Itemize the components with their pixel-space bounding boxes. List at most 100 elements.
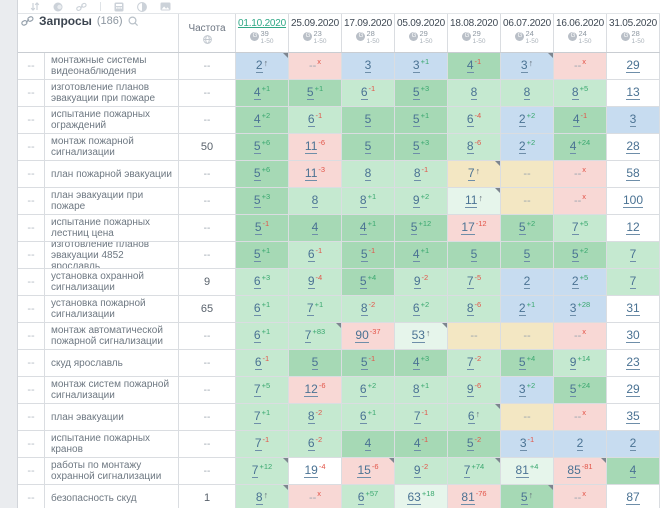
position-link[interactable]: 17 xyxy=(461,220,475,235)
position-link[interactable]: 4 xyxy=(253,85,261,100)
position-link[interactable]: 5 xyxy=(254,220,262,235)
position-link[interactable]: 6 xyxy=(307,436,315,451)
date-label[interactable]: 17.09.2020 xyxy=(343,18,393,29)
position-link[interactable]: 5 xyxy=(518,220,526,235)
keyword-text[interactable]: изготовление планов эвакуации 4852 яросл… xyxy=(51,242,150,269)
keyword-text[interactable]: план эвакуации при пожаре xyxy=(51,190,144,212)
position-link[interactable]: 6 xyxy=(467,409,475,424)
position-link[interactable]: 4 xyxy=(413,436,421,451)
position-link[interactable]: 35 xyxy=(626,409,640,424)
position-link[interactable]: 4 xyxy=(311,220,319,235)
position-link[interactable]: 7 xyxy=(629,274,637,289)
position-link[interactable]: 8 xyxy=(311,193,319,208)
keyword-text[interactable]: работы по монтажу охранной сигнализации xyxy=(51,460,162,482)
position-link[interactable]: 7 xyxy=(629,247,637,262)
position-link[interactable]: 19 xyxy=(304,463,318,478)
position-link[interactable]: 6 xyxy=(357,490,365,505)
position-link[interactable]: 58 xyxy=(626,166,640,181)
position-link[interactable]: 6 xyxy=(307,247,315,262)
position-link[interactable]: 5 xyxy=(412,85,420,100)
date-column-header[interactable]: 25.09.2020 G 23 1-50 xyxy=(289,14,342,52)
keyword-cell[interactable]: испытание пожарных кранов xyxy=(45,431,179,458)
position-link[interactable]: 2 xyxy=(576,436,584,451)
calculator-icon[interactable] xyxy=(114,2,124,12)
circle-icon[interactable] xyxy=(53,2,63,12)
position-link[interactable]: 81 xyxy=(461,490,475,505)
position-link[interactable]: 8 xyxy=(571,85,579,100)
sort-icon[interactable] xyxy=(30,2,40,11)
position-link[interactable]: 4 xyxy=(572,112,580,127)
date-label[interactable]: 18.08.2020 xyxy=(449,18,499,29)
keyword-cell[interactable]: монтажные системы видеонаблюдения xyxy=(45,53,179,80)
position-link[interactable]: 6 xyxy=(253,274,261,289)
keyword-cell[interactable]: изготовление планов эвакуации 4852 яросл… xyxy=(45,242,179,269)
position-link[interactable]: 3 xyxy=(519,436,527,451)
position-link[interactable]: 2 xyxy=(629,436,637,451)
position-link[interactable]: 6 xyxy=(360,85,368,100)
date-column-header[interactable]: 17.09.2020 G 28 1-50 xyxy=(342,14,395,52)
date-column-header[interactable]: 06.07.2020 G 24 1-50 xyxy=(501,14,554,52)
date-label[interactable]: 05.09.2020 xyxy=(396,18,446,29)
position-link[interactable]: 7 xyxy=(253,409,261,424)
position-link[interactable]: 11 xyxy=(304,139,318,154)
position-link[interactable]: 5 xyxy=(360,355,368,370)
position-link[interactable]: 7 xyxy=(253,382,261,397)
row-drag-handle[interactable]: -- xyxy=(18,107,45,134)
position-link[interactable]: 7 xyxy=(463,463,471,478)
date-column-header[interactable]: 31.05.2020 G 28 1-50 xyxy=(607,14,660,52)
date-label[interactable]: 25.09.2020 xyxy=(290,18,340,29)
position-link[interactable]: 4 xyxy=(253,112,261,127)
row-drag-handle[interactable]: -- xyxy=(18,269,45,296)
position-link[interactable]: 29 xyxy=(626,382,640,397)
row-drag-handle[interactable]: -- xyxy=(18,323,45,350)
row-drag-handle[interactable]: -- xyxy=(18,485,45,508)
date-label[interactable]: 31.05.2020 xyxy=(608,18,658,29)
date-label[interactable]: 06.07.2020 xyxy=(502,18,552,29)
row-drag-handle[interactable]: -- xyxy=(18,188,45,215)
position-link[interactable]: 8 xyxy=(470,85,478,100)
position-link[interactable]: 3 xyxy=(364,58,372,73)
position-link[interactable]: 6 xyxy=(412,301,420,316)
position-link[interactable]: 7 xyxy=(251,463,259,478)
position-link[interactable]: 9 xyxy=(569,355,577,370)
position-link[interactable]: 3 xyxy=(569,301,577,316)
keyword-text[interactable]: установка пожарной сигнализации xyxy=(51,298,146,320)
position-link[interactable]: 5 xyxy=(253,139,261,154)
keyword-cell[interactable]: испытание пожарных ограждений xyxy=(45,107,179,134)
position-link[interactable]: 9 xyxy=(307,274,315,289)
keyword-cell[interactable]: скуд ярославль xyxy=(45,350,179,377)
position-link[interactable]: 5 xyxy=(518,355,526,370)
date-column-header[interactable]: 05.09.2020 G 29 1-50 xyxy=(395,14,448,52)
image-icon[interactable] xyxy=(160,2,171,11)
date-label[interactable]: 16.06.2020 xyxy=(555,18,605,29)
position-link[interactable]: 5 xyxy=(359,274,367,289)
row-drag-handle[interactable]: -- xyxy=(18,134,45,161)
position-link[interactable]: 6 xyxy=(254,355,262,370)
position-link[interactable]: 7 xyxy=(466,355,474,370)
position-link[interactable]: 6 xyxy=(359,409,367,424)
position-link[interactable]: 5 xyxy=(569,382,577,397)
position-link[interactable]: 5 xyxy=(412,112,420,127)
position-link[interactable]: 7 xyxy=(467,166,475,181)
keyword-cell[interactable]: монтаж пожарной сигнализации xyxy=(45,134,179,161)
position-link[interactable]: 5 xyxy=(364,139,372,154)
keyword-cell[interactable]: план эвакуации при пожаре xyxy=(45,188,179,215)
position-link[interactable]: 23 xyxy=(626,355,640,370)
position-link[interactable]: 3 xyxy=(629,112,637,127)
row-drag-handle[interactable]: -- xyxy=(18,80,45,107)
position-link[interactable]: 8 xyxy=(466,301,474,316)
position-link[interactable]: 53 xyxy=(411,328,425,343)
position-link[interactable]: 85 xyxy=(567,463,581,478)
row-drag-handle[interactable]: -- xyxy=(18,53,45,80)
keyword-cell[interactable]: установка охранной сигнализации xyxy=(45,269,179,296)
keyword-text[interactable]: испытание пожарных ограждений xyxy=(51,109,151,131)
position-link[interactable]: 3 xyxy=(412,58,420,73)
position-link[interactable]: 81 xyxy=(515,463,529,478)
position-link[interactable]: 2 xyxy=(255,58,263,73)
position-link[interactable]: 8 xyxy=(364,166,372,181)
keyword-text[interactable]: монтажные системы видеонаблюдения xyxy=(51,55,147,77)
position-link[interactable]: 7 xyxy=(254,436,262,451)
position-link[interactable]: 31 xyxy=(626,301,640,316)
position-link[interactable]: 6 xyxy=(359,382,367,397)
position-link[interactable]: 9 xyxy=(466,382,474,397)
